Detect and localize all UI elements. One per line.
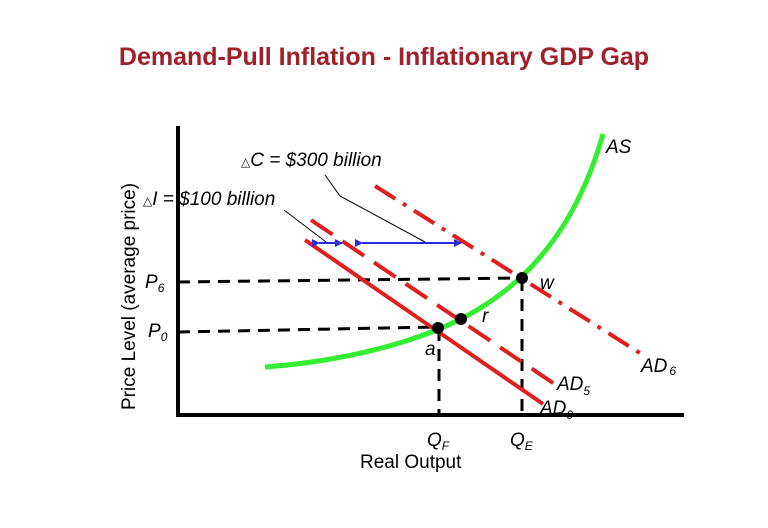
p0-guide-line (177, 325, 438, 334)
qf-label: QF (427, 430, 450, 453)
point-a-label: a (425, 339, 436, 360)
p6-label: P6 (145, 272, 165, 295)
ad5-label: AD5 (556, 374, 590, 398)
p0-base: P (148, 321, 161, 342)
ad5-sub: 5 (583, 384, 590, 398)
as-curve (264, 133, 606, 370)
ad5-curve (309, 218, 558, 387)
qf-base: Q (427, 430, 442, 451)
x-axis-label: Real Output (360, 452, 462, 473)
ad6-sub: 6 (669, 364, 676, 378)
point-w (516, 272, 528, 284)
point-w-label: w (540, 273, 555, 294)
diagram-title: Demand-Pull Inflation - Inflationary GDP… (118, 43, 650, 71)
ad0-sub: 0 (566, 408, 573, 422)
as-label: AS (605, 137, 632, 158)
ad6-label: AD 6 (640, 356, 676, 378)
p6-sub: 6 (158, 281, 165, 295)
qf-sub: F (442, 439, 450, 453)
delta-i-label: △I = $100 billion (143, 189, 275, 210)
ad6-curve (373, 184, 645, 357)
point-r-label: r (482, 306, 489, 327)
point-a (432, 322, 444, 334)
delta-c-symbol: △ (241, 155, 251, 169)
ad6-base: AD (640, 356, 668, 377)
p6-base: P (145, 272, 158, 293)
qe-sub: E (525, 439, 534, 453)
qe-base: Q (510, 430, 525, 451)
delta-i-leader (283, 209, 327, 243)
p0-label: P0 (148, 321, 168, 344)
ad0-label: AD0 (539, 398, 573, 422)
delta-i-symbol: △ (143, 194, 153, 208)
point-r (455, 313, 467, 325)
delta-i-text: I = $100 billion (152, 189, 275, 210)
delta-c-leader (324, 174, 426, 243)
y-axis-label: Price Level (average price) (119, 183, 140, 410)
ad0-base: AD (539, 398, 567, 419)
delta-c-label: △C = $300 billion (241, 150, 382, 171)
qe-label: QE (510, 430, 534, 453)
p6-guide-line (177, 276, 523, 284)
ad5-base: AD (556, 374, 584, 395)
ad0-curve (303, 238, 545, 406)
p0-sub: 0 (161, 330, 168, 344)
delta-c-text: C = $300 billion (250, 150, 382, 171)
